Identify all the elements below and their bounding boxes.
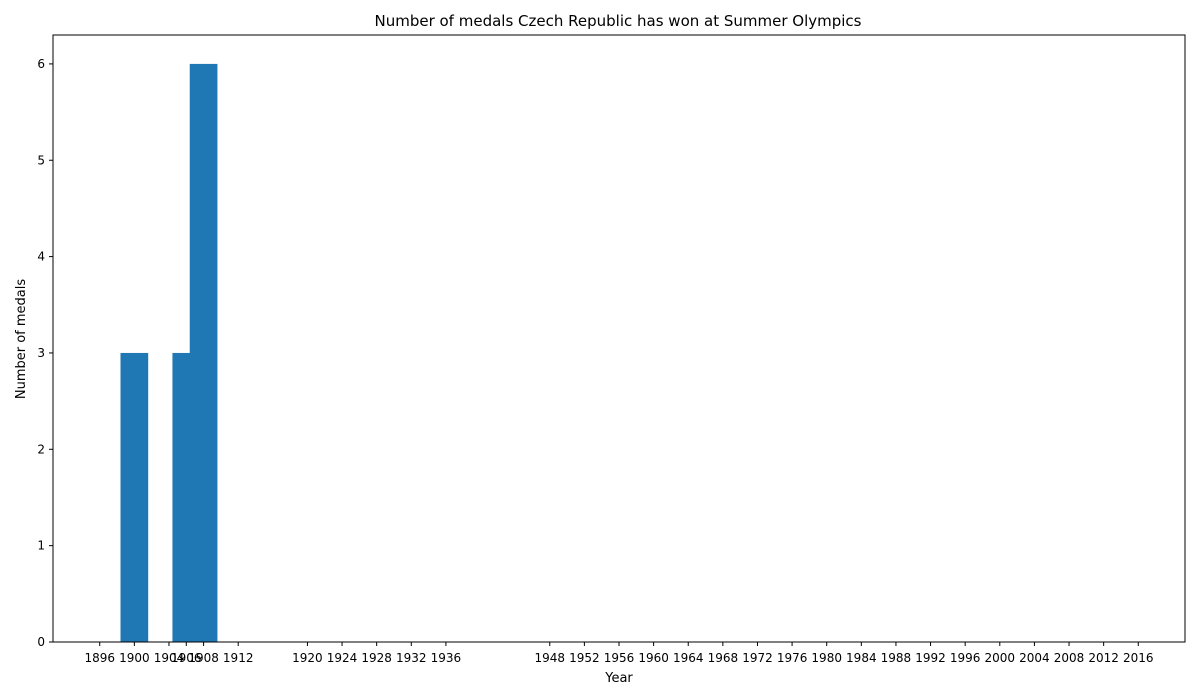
y-tick-label: 0 — [37, 635, 45, 649]
x-tick-label: 2000 — [985, 651, 1016, 665]
y-tick-label: 4 — [37, 250, 45, 264]
x-tick-label: 1972 — [742, 651, 773, 665]
x-tick-label: 1896 — [84, 651, 115, 665]
x-tick-label: 1924 — [327, 651, 358, 665]
y-tick-label: 3 — [37, 346, 45, 360]
x-tick-label: 1976 — [777, 651, 808, 665]
x-tick-label: 1960 — [638, 651, 669, 665]
y-tick-label: 2 — [37, 442, 45, 456]
x-tick-label: 1956 — [604, 651, 635, 665]
x-tick-label: 1904 — [154, 651, 185, 665]
bars-group — [120, 63, 218, 642]
x-tick-label: 1984 — [846, 651, 877, 665]
x-tick-label: 2004 — [1019, 651, 1050, 665]
y-tick-label: 5 — [37, 153, 45, 167]
chart-title: Number of medals Czech Republic has won … — [374, 12, 861, 30]
x-tick-label: 1932 — [396, 651, 427, 665]
x-tick-label: 2008 — [1054, 651, 1085, 665]
x-tick-label: 1952 — [569, 651, 600, 665]
x-tick-label: 1988 — [881, 651, 912, 665]
plot-frame — [52, 34, 1186, 643]
x-tick-label: 1980 — [811, 651, 842, 665]
x-tick-label: 1936 — [431, 651, 462, 665]
x-tick-label: 1928 — [361, 651, 392, 665]
y-axis-label: Number of medals — [14, 279, 29, 400]
x-tick-label: 1912 — [223, 651, 254, 665]
x-tick-label: 1964 — [673, 651, 704, 665]
x-tick-label: 1908 — [188, 651, 219, 665]
x-tick-label: 2012 — [1088, 651, 1119, 665]
x-tick-label: 1906 — [171, 651, 202, 665]
x-axis-label: Year — [604, 671, 633, 686]
x-tick-label: 2016 — [1123, 651, 1154, 665]
x-tick-label: 1900 — [119, 651, 150, 665]
x-tick-label: 1968 — [708, 651, 739, 665]
y-axis-ticks: 0 1 2 3 4 5 6 — [37, 57, 53, 649]
y-tick-label: 6 — [37, 57, 45, 71]
x-tick-label: 1996 — [950, 651, 981, 665]
bar-1908 — [189, 63, 218, 642]
x-tick-label: 1948 — [534, 651, 565, 665]
bar-1900 — [120, 352, 149, 642]
x-tick-label: 1992 — [915, 651, 946, 665]
x-tick-label: 1920 — [292, 651, 323, 665]
y-tick-label: 1 — [37, 539, 45, 553]
